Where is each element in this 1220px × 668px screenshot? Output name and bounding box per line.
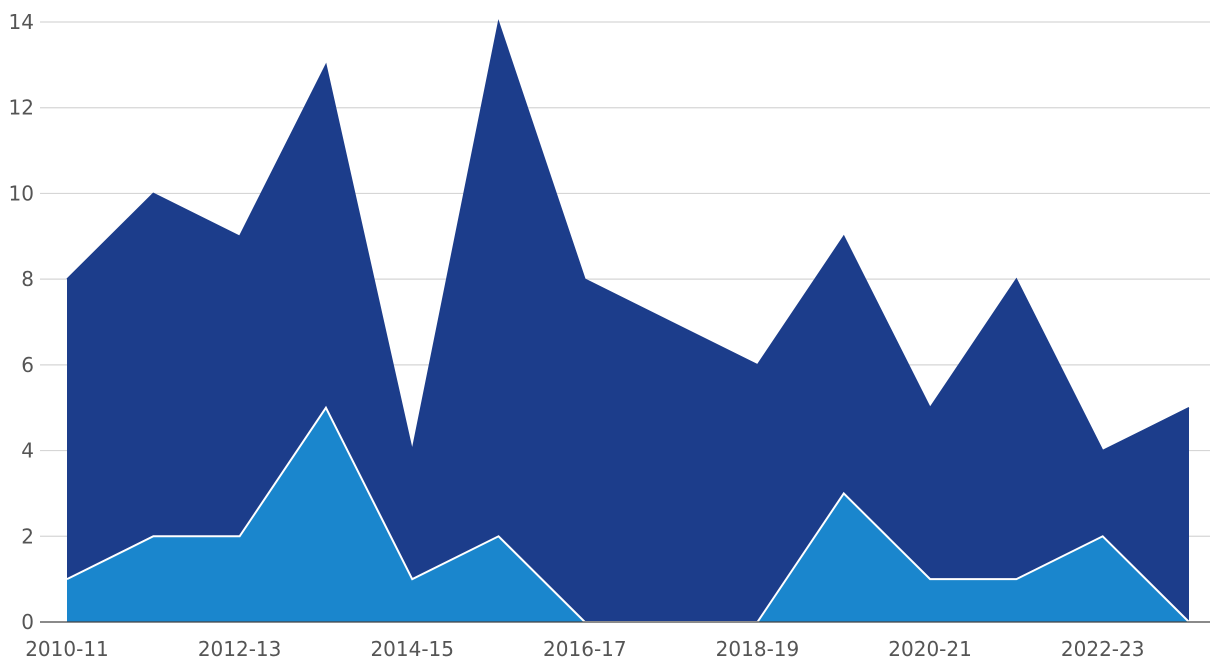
series-area-2 [67, 407, 1189, 622]
series-line-1 [66, 19, 1190, 452]
x-tick-label: 2014-15 [370, 637, 454, 661]
series-areas [67, 22, 1189, 622]
series-area-1 [67, 22, 1189, 622]
y-tick-label: 0 [21, 610, 34, 634]
x-tick-label: 2016-17 [543, 637, 627, 661]
y-tick-label: 8 [21, 267, 34, 291]
x-tick-label: 2012-13 [198, 637, 282, 661]
y-tick-label: 6 [21, 353, 34, 377]
y-tick-label: 2 [21, 524, 34, 548]
y-tick-label: 14 [9, 10, 34, 34]
x-tick-labels: 2010-11 2012-13 2014-15 2016-17 2018-19 2020-… [25, 637, 1144, 661]
x-tick-label: 2010-11 [25, 637, 109, 661]
y-tick-label: 10 [9, 181, 34, 205]
x-tick-label: 2022-23 [1061, 637, 1145, 661]
y-tick-labels: 0 2 4 6 8 10 12 14 [9, 10, 34, 634]
y-tick-label: 4 [21, 439, 34, 463]
x-tick-label: 2020-21 [888, 637, 972, 661]
y-tick-label: 12 [9, 96, 34, 120]
x-tick-label: 2018-19 [716, 637, 800, 661]
